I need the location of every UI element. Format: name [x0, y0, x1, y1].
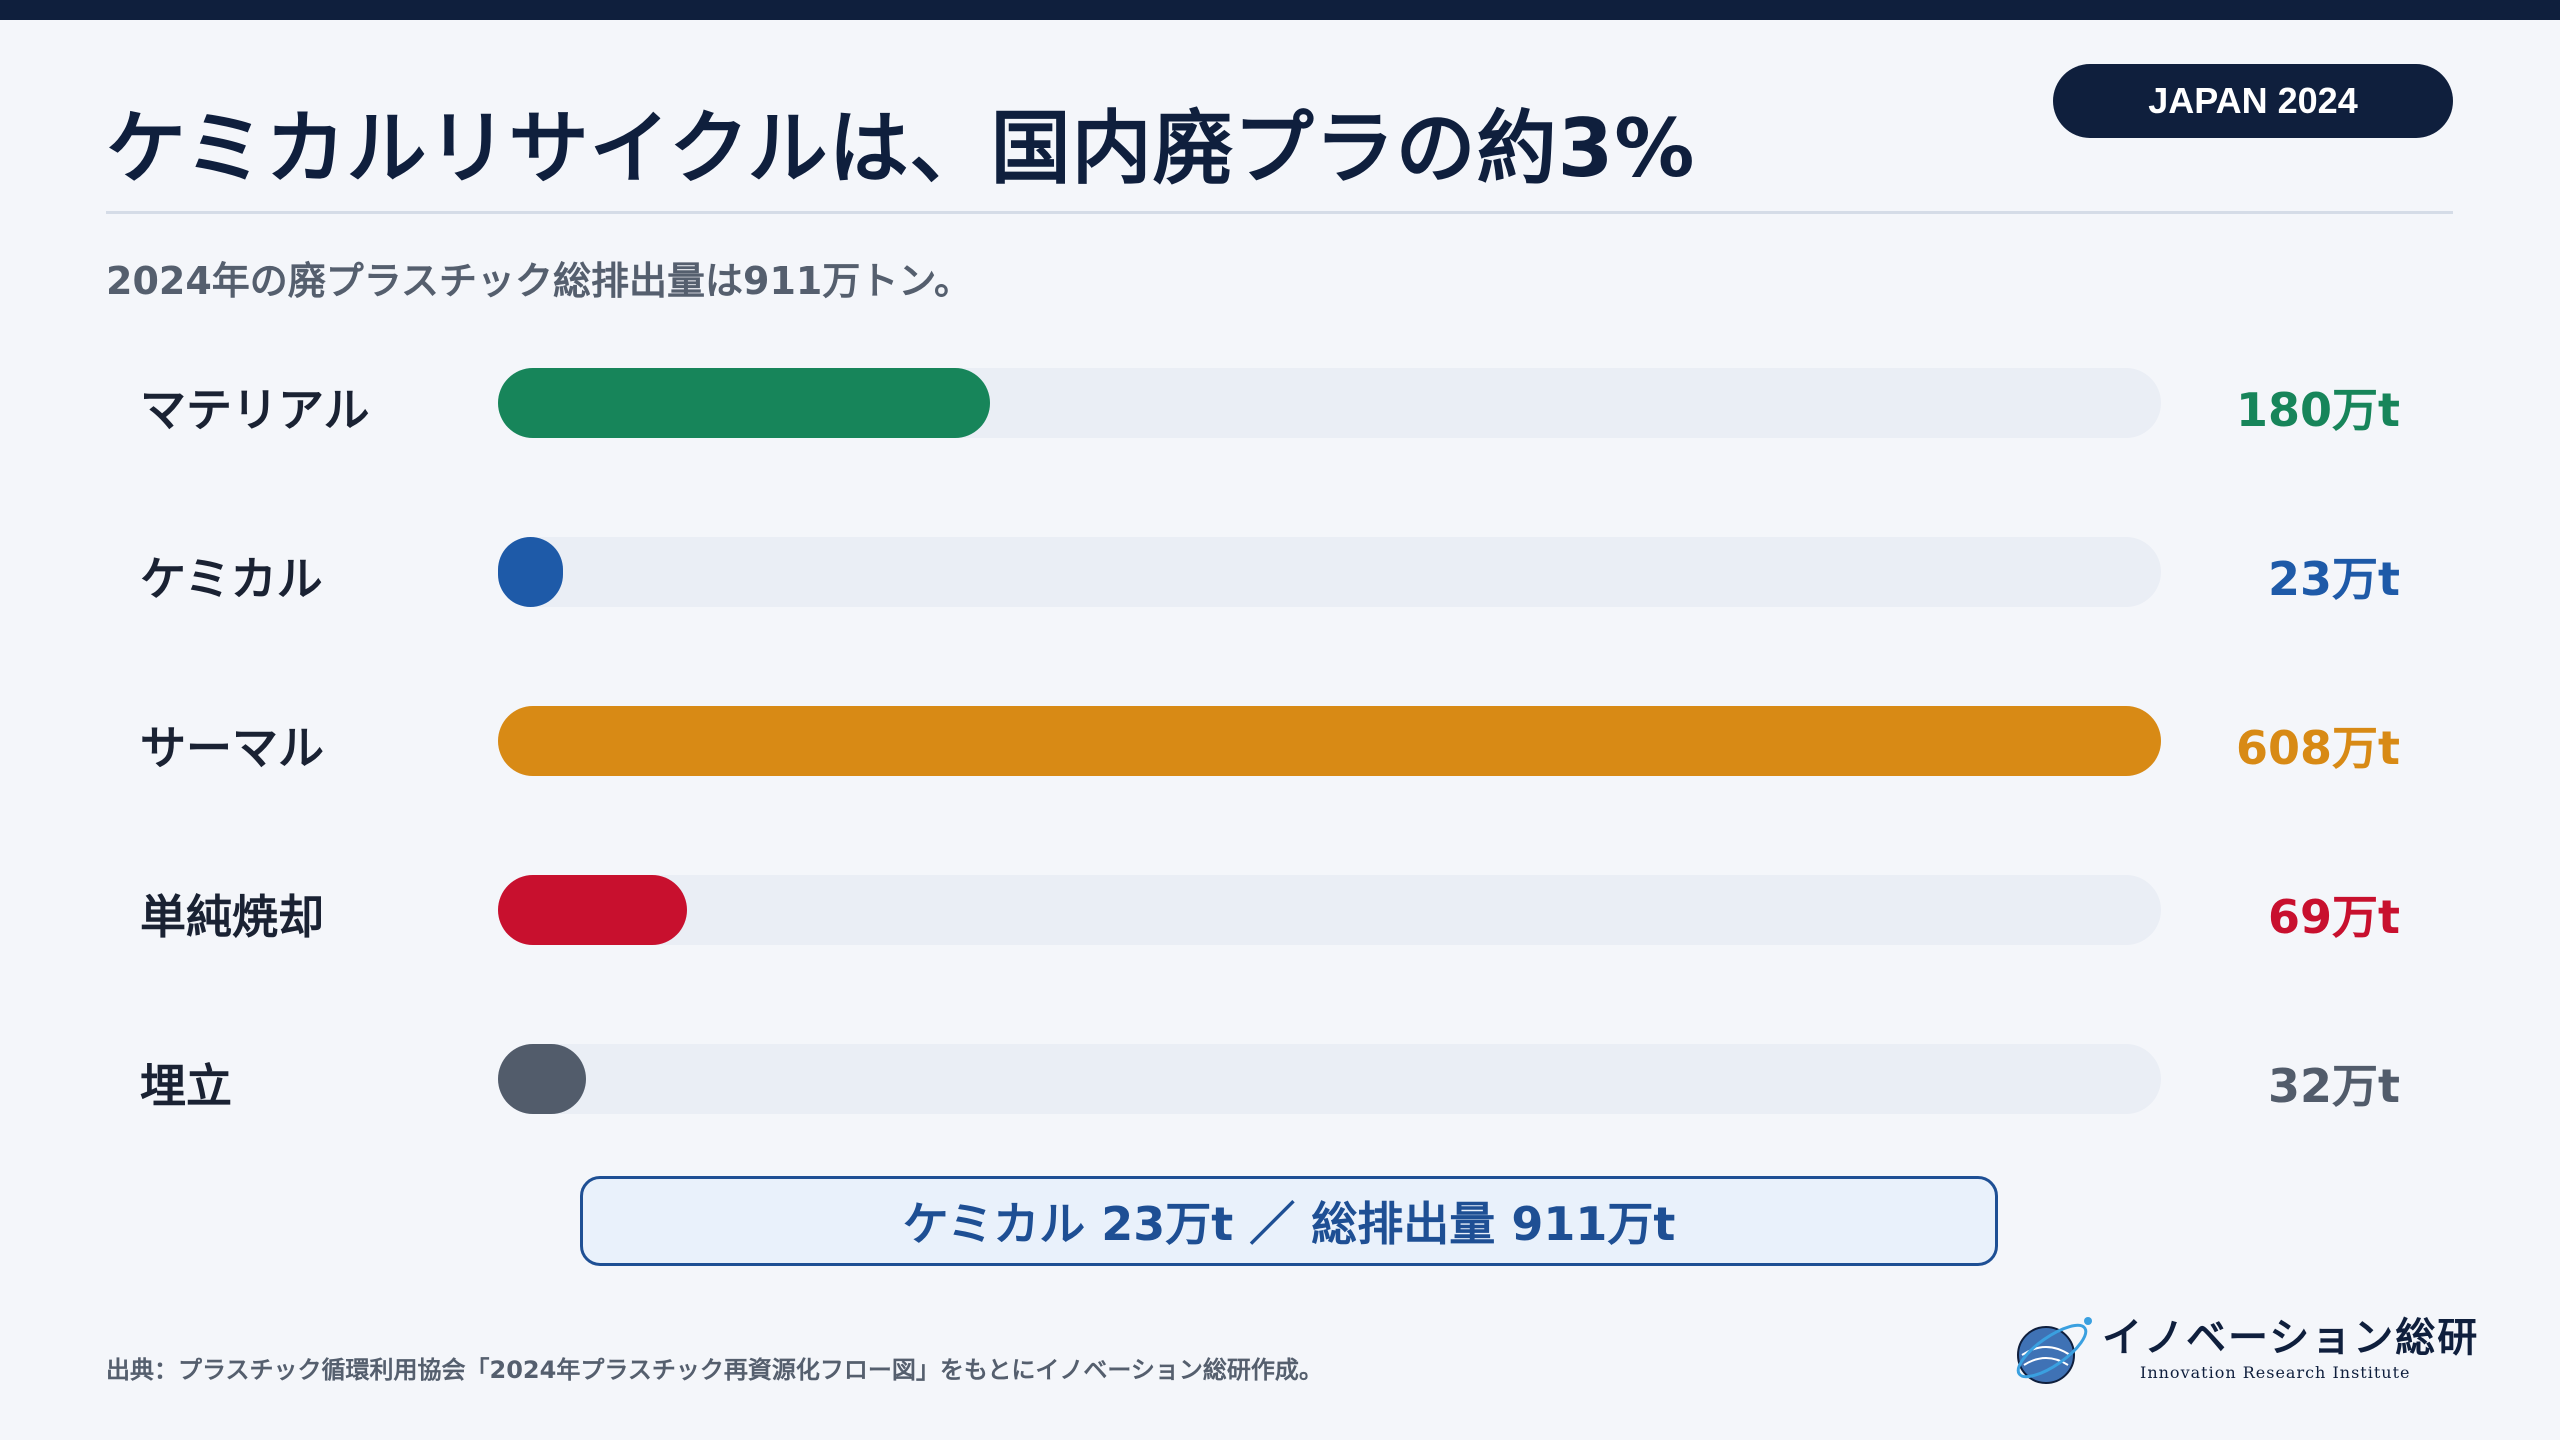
- source-note: 出典：プラスチック循環利用協会「2024年プラスチック再資源化フロー図」をもとに…: [106, 1356, 1323, 1384]
- bar-label: サーマル: [140, 721, 324, 775]
- bar-value-label: 608万t: [2235, 721, 2400, 775]
- bar-label: 埋立: [140, 1059, 232, 1113]
- logo-subtitle: Innovation Research Institute: [2140, 1363, 2411, 1382]
- bar-value-label: 180万t: [2235, 383, 2400, 437]
- summary-box: ケミカル 23万t ／ 総排出量 911万t: [580, 1176, 1998, 1266]
- bar: [498, 706, 2161, 776]
- bar-label: 単純焼却: [140, 890, 324, 944]
- globe-orbit-icon: [2016, 1317, 2092, 1384]
- bar-value-label: 69万t: [2267, 890, 2400, 944]
- bar-value-label: 32万t: [2267, 1059, 2400, 1113]
- bar-track: [498, 706, 2161, 776]
- bar: [498, 537, 563, 607]
- bar-track: [498, 368, 2161, 438]
- bar: [498, 875, 687, 945]
- page-title: ケミカルリサイクルは、国内廃プラの約3%: [106, 102, 1696, 195]
- company-logo: イノベーション総研 Innovation Research Institute: [2010, 1305, 2477, 1395]
- bar: [498, 1044, 586, 1114]
- logo-name: イノベーション総研: [2102, 1314, 2480, 1361]
- bar-track: [498, 875, 2161, 945]
- page-subtitle: 2024年の廃プラスチック総排出量は911万トン。: [106, 259, 973, 303]
- top-accent-bar: [0, 0, 2560, 20]
- bar: [498, 368, 991, 438]
- region-year-badge: JAPAN 2024: [2053, 64, 2453, 138]
- bar-label: マテリアル: [140, 383, 370, 437]
- bar-label: ケミカル: [140, 552, 323, 606]
- header-divider: [106, 211, 2453, 214]
- bar-track: [498, 537, 2161, 607]
- bar-track: [498, 1044, 2161, 1114]
- bar-value-label: 23万t: [2267, 552, 2400, 606]
